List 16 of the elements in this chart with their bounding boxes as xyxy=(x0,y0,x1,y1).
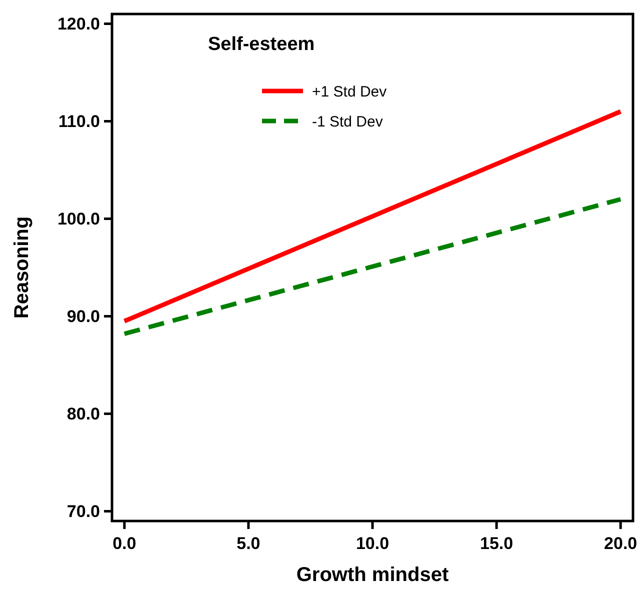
y-tick-label: 110.0 xyxy=(58,112,100,132)
legend-title: Self-esteem xyxy=(208,34,315,55)
y-tick-label: 100.0 xyxy=(57,210,100,229)
x-tick-label: 15.0 xyxy=(480,534,514,553)
x-tick-label: 20.0 xyxy=(604,534,638,553)
y-axis-title: Reasoning xyxy=(11,216,33,319)
legend-label: +1 Std Dev xyxy=(312,83,388,100)
y-tick-label: 70.0 xyxy=(66,502,100,522)
x-axis-title: Growth mindset xyxy=(296,564,449,586)
y-tick-label: 80.0 xyxy=(66,404,100,424)
legend-label: -1 Std Dev xyxy=(312,113,384,130)
x-tick-label: 10.0 xyxy=(356,534,390,553)
x-tick-label: 5.0 xyxy=(236,534,260,553)
y-tick-label: 120.0 xyxy=(57,14,100,34)
y-tick-label: 90.0 xyxy=(66,307,100,326)
x-tick-label: 0.0 xyxy=(112,534,136,553)
